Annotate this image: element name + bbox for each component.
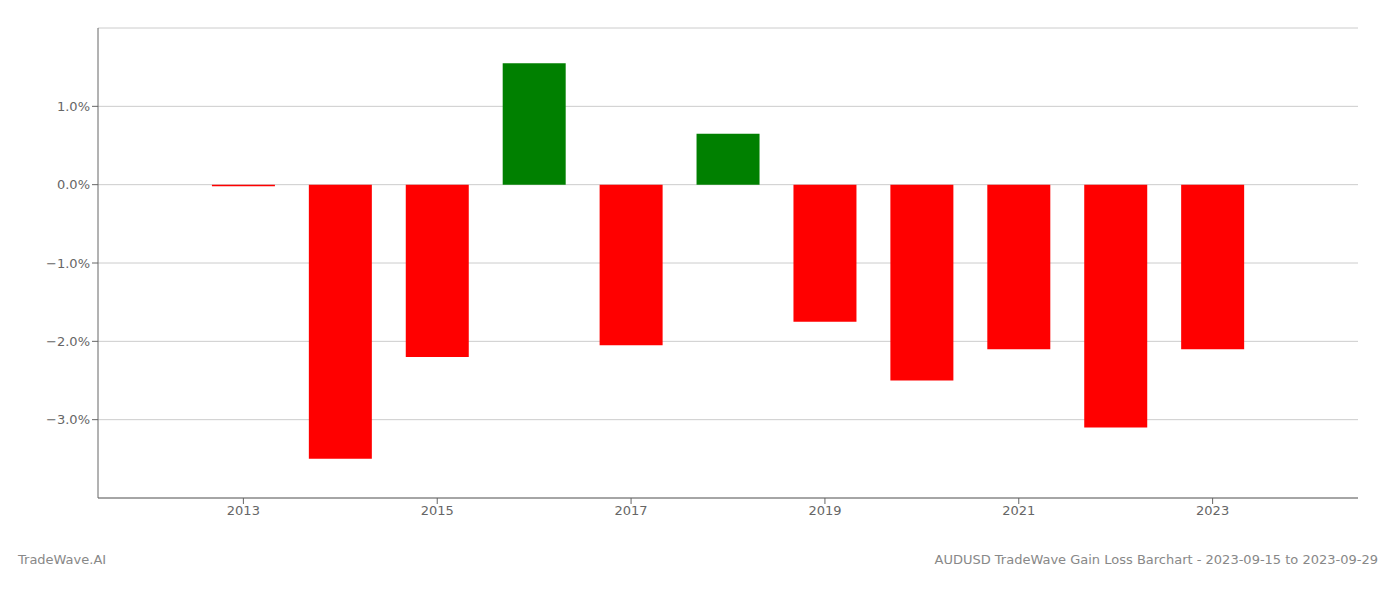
svg-text:2013: 2013 bbox=[227, 503, 260, 518]
svg-text:2017: 2017 bbox=[615, 503, 648, 518]
html-text:TradeWave.AI: TradeWave.AI bbox=[18, 552, 107, 567]
svg-text:1.0%: 1.0% bbox=[57, 99, 90, 114]
svg-text:−1.0%: −1.0% bbox=[46, 256, 90, 271]
svg-text:0.0%: 0.0% bbox=[57, 177, 90, 192]
svg-text:2019: 2019 bbox=[808, 503, 841, 518]
svg-text:−3.0%: −3.0% bbox=[46, 412, 90, 427]
svg-text:2015: 2015 bbox=[421, 503, 454, 518]
svg-text:−2.0%: −2.0% bbox=[46, 334, 90, 349]
svg-text:2021: 2021 bbox=[1002, 503, 1035, 518]
svg-text:2023: 2023 bbox=[1196, 503, 1229, 518]
html-text:AUDUSD TradeWave Gain Loss Bar: AUDUSD TradeWave Gain Loss Barchart - 20… bbox=[934, 552, 1378, 567]
